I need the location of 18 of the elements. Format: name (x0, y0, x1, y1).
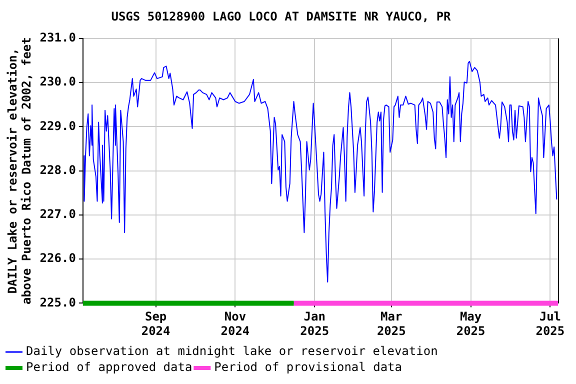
legend-label: Period of provisional data (214, 360, 402, 374)
x-tick-label: May 2025 (456, 310, 486, 338)
x-tick-label: Nov 2024 (220, 310, 250, 338)
x-tick-label: Mar 2025 (376, 310, 406, 338)
legend-label: Period of approved data (26, 360, 192, 374)
y-axis-title: DAILY Lake or reservoir elevation, above Puerto Rico Datum of 2002, feet (5, 37, 34, 304)
y-tick-label: 226.0 (40, 251, 76, 266)
y-tick-label: 230.0 (40, 74, 76, 89)
chart-title: USGS 50128900 LAGO LOCO AT DAMSITE NR YAUCO, PR (111, 9, 452, 24)
x-tick-label: Jan 2025 (300, 310, 330, 338)
y-tick-label: 228.0 (40, 162, 76, 177)
y-tick-label: 229.0 (40, 118, 76, 133)
x-tick-label: Jul 2025 (536, 310, 565, 338)
y-tick-label: 231.0 (40, 30, 76, 45)
y-tick-label: 227.0 (40, 207, 76, 222)
legend-label: Daily observation at midnight lake or reservoir elevation (26, 344, 438, 358)
y-tick-label: 225.0 (40, 295, 76, 310)
x-tick-label: Sep 2024 (141, 310, 170, 338)
